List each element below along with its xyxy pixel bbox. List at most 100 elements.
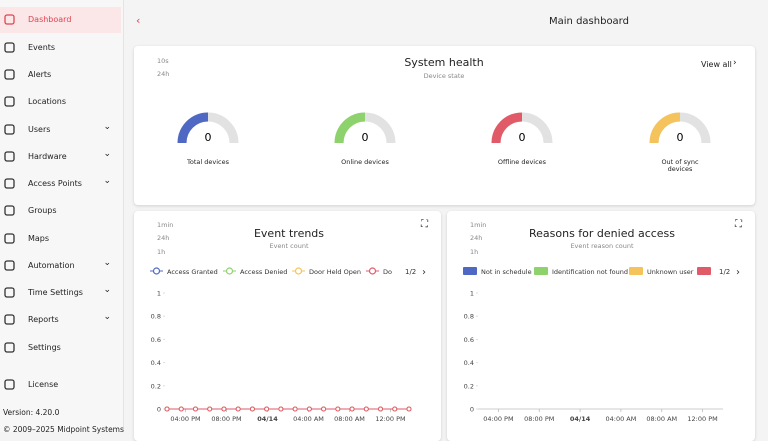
refresh-rate: 1min	[157, 221, 174, 229]
nav-item[interactable]: Settings	[0, 335, 121, 361]
y-tick-label: 0	[470, 406, 474, 414]
chevron: ›	[733, 58, 737, 68]
nav-label: Settings	[28, 343, 61, 352]
nav-label: Events	[28, 43, 56, 52]
legend-swatch	[629, 267, 643, 275]
nav-icon	[4, 287, 15, 298]
x-tick-label: 08:00 PM	[524, 415, 554, 423]
x-tick-label: 04:00 PM	[170, 415, 200, 423]
nav-icon	[4, 260, 15, 271]
gauge-arc	[649, 112, 681, 144]
gauge-value: 0	[519, 131, 526, 144]
x-tick-label: 08:00 AM	[646, 415, 677, 423]
data-point	[363, 406, 369, 412]
nav-label: Hardware	[28, 152, 67, 161]
data-point	[349, 406, 355, 412]
nav-item[interactable]: Alerts	[0, 62, 121, 88]
legend-marker	[368, 267, 377, 275]
legend-page: 1/2	[405, 268, 416, 276]
legend-next: ›	[422, 267, 426, 278]
time-range: 24h	[157, 234, 170, 242]
refresh-rate: 10s	[157, 57, 169, 65]
nav-icon	[4, 69, 15, 80]
x-tick-label: 04:00 AM	[293, 415, 324, 423]
nav-label: Time Settings	[28, 288, 83, 297]
x-tick-label: 04/14	[570, 415, 591, 423]
nav-item[interactable]: Events	[0, 35, 121, 61]
data-point	[306, 406, 312, 412]
data-point	[178, 406, 184, 412]
nav-label: Locations	[28, 97, 67, 106]
data-point	[235, 406, 241, 412]
data-point	[264, 406, 270, 412]
x-tick-label: 04:00 PM	[483, 415, 513, 423]
y-tick-label: 0.8	[151, 313, 161, 321]
y-tick-label: 0.4	[464, 359, 474, 367]
gauge-label: Out of sync devices	[661, 158, 699, 173]
page-title: Main dashboard	[549, 16, 629, 27]
chevron: ⌄	[103, 122, 111, 132]
nav-icon	[4, 342, 15, 353]
y-tick-label: 0.2	[464, 382, 474, 390]
copyright: © 2009–2025 Midpoint Systems	[3, 425, 124, 434]
data-point	[192, 406, 198, 412]
nav-icon	[4, 96, 15, 107]
data-point	[321, 406, 327, 412]
sidebar: Dashboard Events Alerts Locations Users ⌄ Hard…	[0, 0, 124, 434]
gauge-label: Total devices	[187, 158, 229, 166]
nav-label: Users	[28, 125, 51, 134]
fullscreen-button[interactable]: ⛶	[421, 219, 428, 230]
nav-item[interactable]: Automation ⌄	[0, 253, 121, 279]
data-point	[278, 406, 284, 412]
x-tick-label: 12:00 PM	[687, 415, 717, 423]
nav-item[interactable]: Time Settings ⌄	[0, 280, 121, 306]
chevron: ⌄	[103, 176, 111, 186]
nav-item[interactable]: Maps	[0, 226, 121, 252]
x-tick-label: 12:00 PM	[375, 415, 405, 423]
chevron: ⌄	[103, 285, 111, 295]
legend-swatch	[463, 267, 477, 275]
nav-item[interactable]: Locations	[0, 89, 121, 115]
legend-label: Door Held Open	[309, 268, 361, 276]
nav-item[interactable]: Access Points ⌄	[0, 171, 121, 197]
nav-item[interactable]: Groups	[0, 198, 121, 224]
y-tick-label: 0.2	[151, 382, 161, 390]
back-button[interactable]: ‹	[136, 14, 141, 27]
legend-page: 1/2	[719, 268, 730, 276]
nav-icon	[4, 178, 15, 189]
y-tick-label: 0.6	[464, 336, 474, 344]
card-title: System health	[404, 56, 484, 69]
nav-item[interactable]: Reports ⌄	[0, 307, 121, 333]
legend-marker	[225, 267, 234, 275]
chevron: ⌄	[103, 312, 111, 322]
nav-label: Access Points	[28, 179, 82, 188]
time-range: 24h	[470, 234, 483, 242]
nav-label: Reports	[28, 315, 59, 324]
legend-swatch	[534, 267, 548, 275]
gauge-value: 0	[362, 131, 369, 144]
nav-icon	[4, 124, 15, 135]
nav-item[interactable]: Hardware ⌄	[0, 144, 121, 170]
nav-icon	[4, 42, 15, 53]
chevron: ⌄	[103, 149, 111, 159]
legend-label: Do	[383, 268, 392, 276]
data-point	[378, 406, 384, 412]
card-subtitle: Event count	[269, 242, 309, 250]
y-tick-label: 1	[470, 290, 474, 298]
nav-icon	[4, 14, 15, 25]
nav-item[interactable]: Users ⌄	[0, 117, 121, 143]
version: Version: 4.20.0	[3, 408, 60, 417]
nav-label: Alerts	[28, 70, 52, 79]
event-trends-card	[134, 211, 441, 441]
card-subtitle: Event reason count	[570, 242, 634, 250]
nav-icon	[4, 205, 15, 216]
nav-label: License	[28, 380, 59, 389]
data-point	[292, 406, 298, 412]
nav-icon	[4, 151, 15, 162]
view-all[interactable]: View all	[701, 60, 732, 69]
gauge-arc	[491, 112, 523, 144]
legend-label: Access Denied	[240, 268, 287, 276]
nav-item[interactable]: License	[0, 372, 121, 398]
fullscreen-button[interactable]: ⛶	[735, 219, 742, 230]
nav-item[interactable]: Dashboard	[0, 7, 121, 33]
